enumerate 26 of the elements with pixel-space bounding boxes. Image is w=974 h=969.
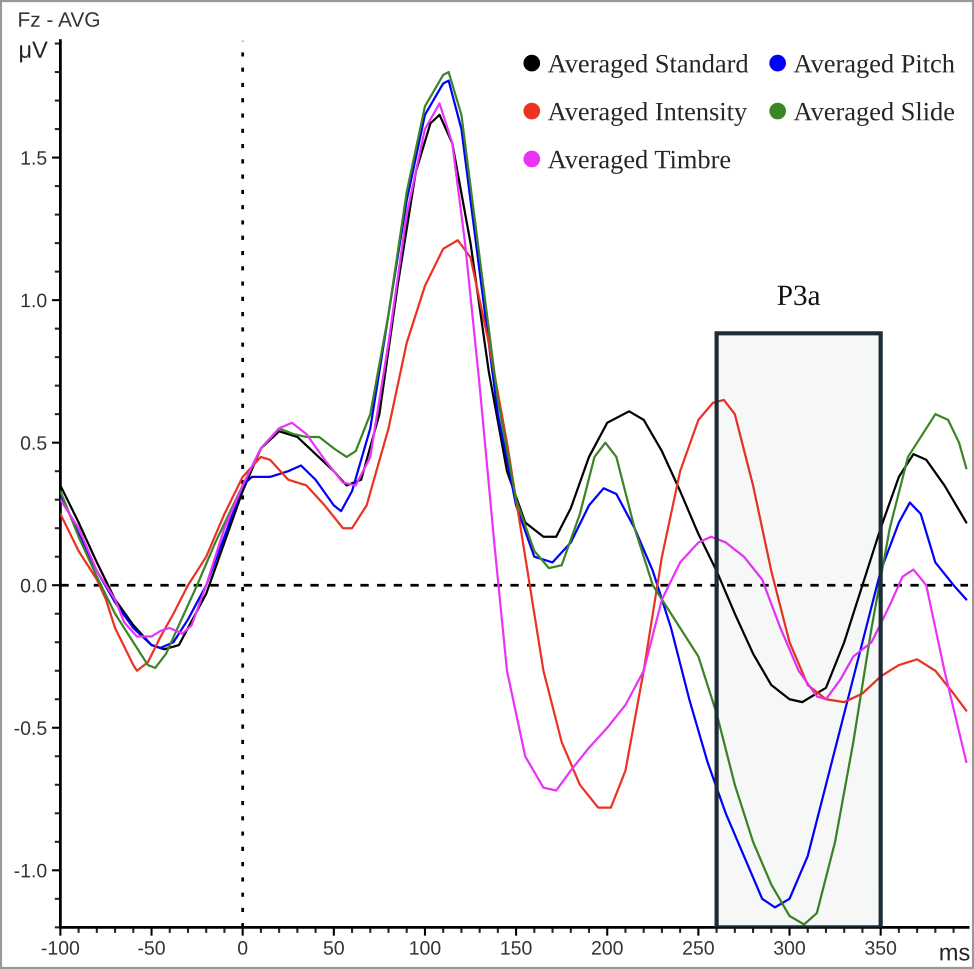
x-tick-label: 300: [774, 941, 805, 955]
legend-label: Averaged Standard: [548, 54, 748, 78]
y-tick-label: -1.0: [14, 864, 46, 878]
x-tick-label: 150: [501, 941, 532, 955]
x-tick-label: -100: [42, 941, 80, 955]
y-tick-label: 1.5: [22, 151, 46, 165]
x-tick-label: 100: [410, 941, 440, 955]
y-tick-label: 0.5: [20, 436, 46, 450]
y-axis-title: μV: [20, 42, 48, 62]
legend-label: Averaged Slide: [794, 102, 954, 126]
legend-label: Averaged Intensity: [548, 102, 748, 126]
y-tick-label: 1.0: [22, 294, 46, 308]
chart-title: Fz - AVG: [19, 12, 99, 27]
y-tick-label: -0.5: [14, 721, 46, 736]
x-tick-label: 250: [683, 941, 714, 955]
legend-label: Averaged Timbre: [548, 150, 730, 174]
band-label: P3a: [778, 286, 820, 306]
x-tick-label: 0: [238, 941, 248, 955]
y-tick-label: 0.0: [20, 578, 46, 592]
x-axis-title: ms: [940, 948, 970, 961]
line-series: [60, 239, 968, 809]
x-tick-label: 350: [865, 941, 896, 955]
x-tick-label: 50: [324, 941, 344, 955]
x-tick-label: 200: [592, 941, 623, 955]
x-tick-label: -50: [138, 941, 165, 955]
legend-label: Averaged Pitch: [794, 54, 955, 78]
